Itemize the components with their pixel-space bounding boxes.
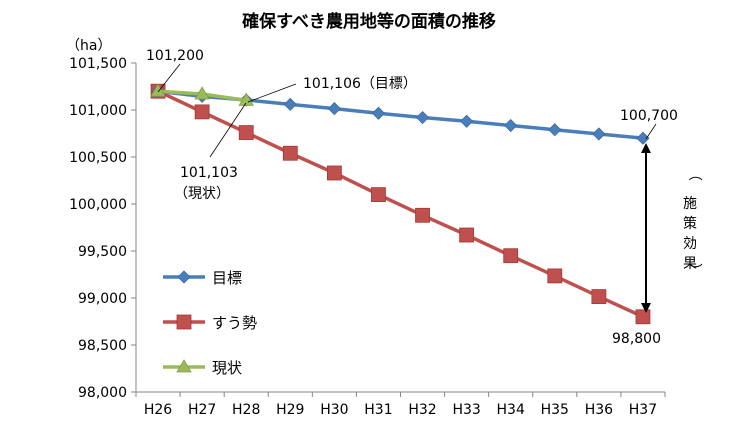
- data-point: [636, 131, 650, 145]
- legend-item: 目標: [163, 269, 242, 287]
- y-tick-label: 98,000: [78, 385, 127, 401]
- data-point: [238, 125, 254, 140]
- x-tick-label: H26: [144, 402, 172, 418]
- data-point: [150, 83, 166, 97]
- current-h28-value-label: 101,103: [180, 165, 238, 181]
- x-tick-label: H27: [188, 402, 216, 418]
- data-point: [459, 227, 475, 243]
- trend-end-label: 98,800: [612, 331, 661, 347]
- legend-swatch-marker: [176, 359, 192, 373]
- x-tick-label: H31: [364, 402, 392, 418]
- data-point: [548, 123, 562, 137]
- annotations: 101,200 101,106（目標） 101,103 （現状） 100,700…: [146, 48, 702, 347]
- effect-arrow-head-up: [641, 143, 651, 153]
- data-point: [415, 110, 430, 125]
- current-h28-status-label: （現状）: [174, 186, 230, 202]
- data-point: [460, 114, 474, 128]
- y-tick-label: 101,000: [69, 103, 127, 119]
- data-point: [282, 145, 298, 161]
- data-point: [283, 97, 297, 111]
- data-point: [371, 106, 386, 120]
- effect-label-char: （: [686, 167, 702, 181]
- start-leader-line: [157, 63, 181, 93]
- x-tick-label: H33: [452, 402, 480, 418]
- data-point: [238, 92, 254, 106]
- chart-title: 確保すべき農用地等の面積の推移: [242, 11, 496, 32]
- data-point: [415, 207, 430, 223]
- data-point: [592, 127, 606, 141]
- data-point: [194, 104, 210, 120]
- y-tick-label: 99,500: [78, 244, 127, 260]
- data-point: [504, 118, 518, 133]
- effect-label-char: 策: [683, 215, 697, 232]
- data-point: [327, 102, 341, 116]
- current-h28-leader-line: [209, 102, 247, 158]
- x-tick-label: H28: [232, 402, 260, 418]
- effect-label-char: ）: [686, 263, 702, 277]
- data-point: [371, 187, 386, 203]
- y-tick-label: 100,000: [69, 197, 127, 213]
- effect-label-char: 施: [683, 196, 697, 212]
- y-tick-label: 101,500: [69, 56, 127, 72]
- y-tick-label: 99,000: [78, 291, 127, 307]
- legend-item: 現状: [163, 359, 242, 377]
- target-end-label: 100,700: [620, 108, 678, 124]
- legend-item: すう勢: [163, 314, 257, 332]
- data-point: [326, 165, 342, 181]
- x-tick-label: H35: [541, 402, 569, 418]
- data-point: [503, 248, 519, 264]
- legend-label: 現状: [212, 359, 242, 377]
- legend-swatch-marker: [177, 270, 191, 284]
- series-trend: [150, 83, 651, 325]
- x-tick-label: H37: [629, 402, 657, 418]
- y-axis: 98,000 98,500 99,000 99,500 100,000 100,500 10…: [69, 56, 137, 401]
- effect-arrow-head-down: [641, 303, 651, 313]
- data-point: [547, 268, 563, 284]
- effect-label-char: 果: [683, 256, 697, 272]
- data-point: [194, 86, 210, 100]
- y-tick-label: 98,500: [78, 338, 127, 354]
- target-h28-leader-line: [247, 83, 297, 103]
- y-unit-label: （ha）: [66, 38, 111, 54]
- x-tick-label: H29: [276, 402, 304, 418]
- y-tick-label: 100,500: [69, 150, 127, 166]
- data-point: [591, 289, 607, 304]
- legend-label: すう勢: [212, 314, 257, 332]
- effect-label-char: 効: [683, 236, 697, 252]
- legend-label: 目標: [212, 269, 242, 287]
- x-tick-label: H34: [497, 402, 525, 418]
- start-value-label: 101,200: [146, 48, 204, 64]
- series-current: [150, 83, 254, 106]
- target-end-leader-line: [645, 123, 657, 140]
- target-h28-label: 101,106（目標）: [303, 76, 417, 92]
- data-point: [635, 309, 651, 325]
- x-tick-label: H36: [585, 402, 613, 418]
- x-axis: H26 H27 H28 H29 H30 H31 H32 H33 H34 H35 H36 H37: [135, 391, 666, 418]
- series-target: [151, 84, 650, 145]
- legend-swatch-marker: [176, 314, 192, 330]
- series-layer: [150, 83, 651, 325]
- x-tick-label: H30: [320, 402, 348, 418]
- x-tick-label: H32: [408, 402, 436, 418]
